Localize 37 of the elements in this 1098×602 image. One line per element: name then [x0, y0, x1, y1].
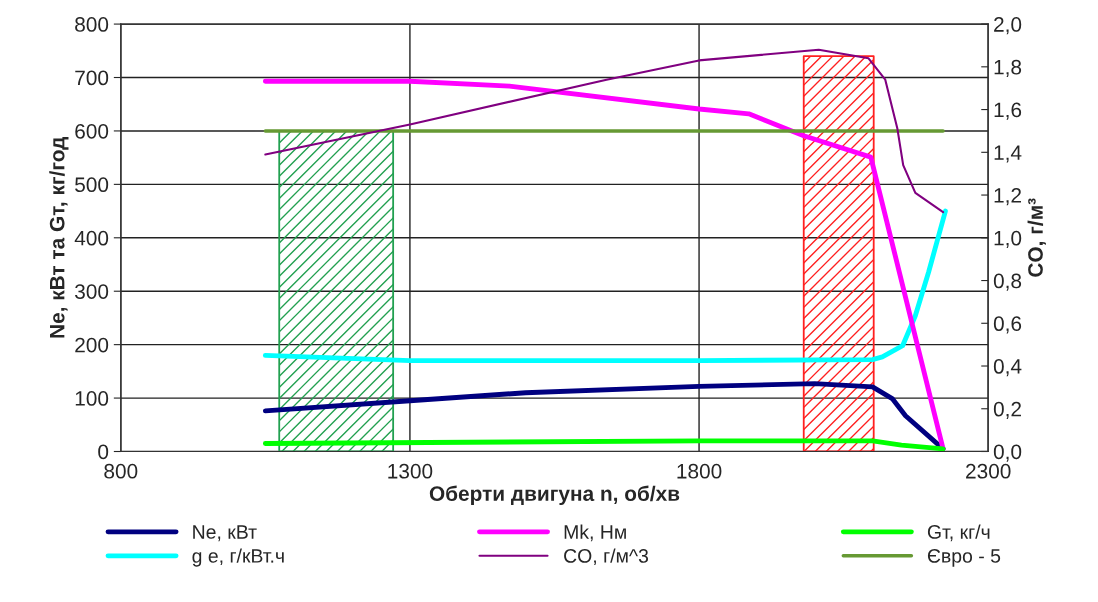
- y2-tick-label: 1,4: [994, 145, 1022, 163]
- x-tick-label: 2300: [966, 463, 1011, 479]
- y2-tick-label: 0,4: [993, 359, 1022, 377]
- y2-tick-label: 1,6: [994, 102, 1022, 120]
- y-tick-label: 600: [75, 123, 109, 139]
- y2-tick-label: 0,2: [993, 401, 1021, 419]
- y-tick-label: 0: [98, 444, 109, 460]
- line-series: [262, 381, 946, 452]
- line-series: [262, 438, 946, 452]
- legend-label: Євро - 5: [927, 549, 1001, 567]
- line-series: [262, 208, 948, 364]
- x-tick-label: 1800: [677, 463, 722, 479]
- y2-tick-label: 1,8: [994, 59, 1022, 78]
- line-series: [264, 48, 945, 214]
- legend-label: Mk, Нм: [564, 524, 626, 542]
- y2-tick-label: 1,0: [994, 230, 1022, 248]
- y-tick-label: 700: [75, 70, 109, 86]
- y2-tick-label: 0,8: [993, 273, 1022, 291]
- y2-axis-title: CO, г/м³: [1027, 198, 1046, 277]
- y-tick-label: 300: [75, 284, 109, 299]
- y2-tick-label: 1,2: [994, 188, 1021, 206]
- y2-tick-label: 0,0: [993, 444, 1022, 462]
- y-tick-label: 400: [74, 230, 109, 246]
- legend-label: Gт, кг/ч: [927, 524, 990, 542]
- y-tick-label: 100: [75, 391, 109, 406]
- y-tick-label: 800: [75, 17, 109, 32]
- legend-label: CO, г/м^3: [564, 548, 649, 566]
- y2-tick-label: 2,0: [994, 17, 1022, 35]
- y-tick-label: 200: [75, 337, 109, 353]
- y-axis-title: Ne, кВт та Gт, кг/год: [49, 137, 69, 338]
- legend-label: Ne, кВт: [193, 525, 257, 542]
- y2-tick-label: 0,6: [993, 316, 1022, 334]
- x-axis-title: Оберти двигуна n, об/хв: [429, 485, 680, 506]
- x-tick-label: 800: [104, 463, 138, 479]
- x-tick-label: 1300: [388, 463, 433, 479]
- y-tick-label: 500: [75, 177, 109, 193]
- legend-label: g е, г/кВт.ч: [192, 548, 284, 567]
